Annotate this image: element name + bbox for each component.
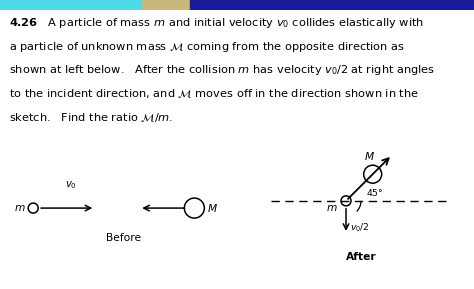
Text: shown at left below.   After the collision $m$ has velocity $v_0/2$ at right ang: shown at left below. After the collision… (9, 63, 435, 77)
Text: After: After (346, 252, 376, 262)
Text: $v_0$: $v_0$ (65, 179, 77, 191)
Text: a particle of unknown mass $\mathcal{M}$ coming from the opposite direction as: a particle of unknown mass $\mathcal{M}$… (9, 40, 405, 53)
Text: $v_0/2$: $v_0/2$ (350, 222, 370, 234)
Text: $M$: $M$ (207, 202, 218, 214)
Text: $m$: $m$ (14, 203, 25, 213)
Text: $45°$: $45°$ (366, 187, 383, 198)
Text: $\mathbf{4.26}$   A particle of mass $m$ and initial velocity $v_0$ collides ela: $\mathbf{4.26}$ A particle of mass $m$ a… (9, 16, 424, 30)
Text: Before: Before (106, 233, 141, 243)
Text: $M$: $M$ (364, 150, 375, 162)
Bar (190, 0, 474, 10)
Bar (0, 0, 142, 10)
Text: sketch.   Find the ratio $\mathcal{M}/m$.: sketch. Find the ratio $\mathcal{M}/m$. (9, 111, 173, 124)
Text: $m$: $m$ (327, 203, 338, 213)
Text: to the incident direction, and $\mathcal{M}$ moves off in the direction shown in: to the incident direction, and $\mathcal… (9, 87, 419, 100)
Bar (142, 0, 190, 10)
